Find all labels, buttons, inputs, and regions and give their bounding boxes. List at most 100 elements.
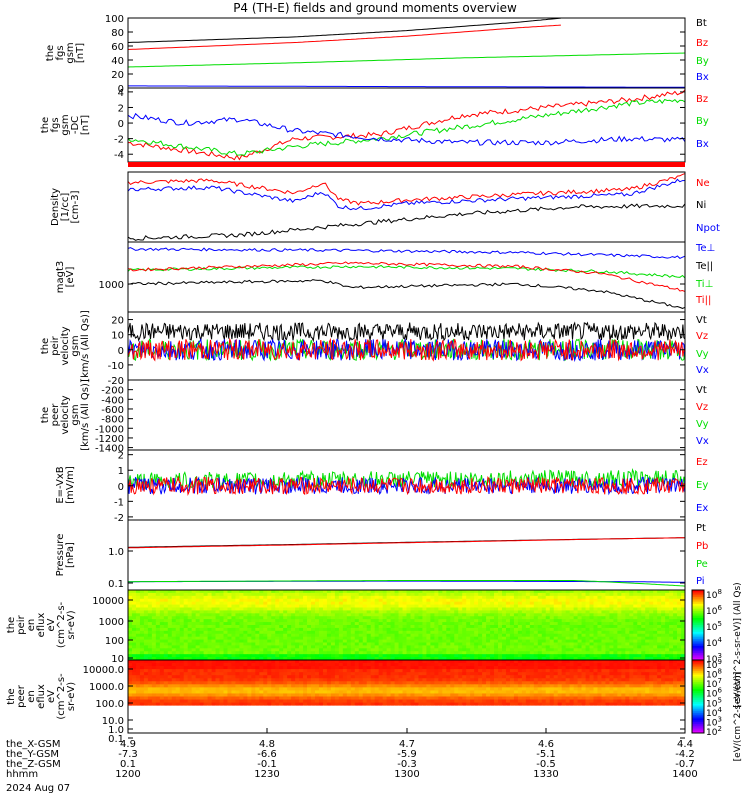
- heatmap-cell: [275, 681, 280, 685]
- heatmap-cell: [390, 663, 395, 667]
- heatmap-cell: [295, 627, 300, 632]
- heatmap-cell: [438, 616, 443, 620]
- heatmap-cell: [669, 601, 674, 605]
- heatmap-cell: [498, 672, 503, 676]
- heatmap-cell: [442, 595, 447, 600]
- heatmap-cell: [358, 666, 364, 670]
- heatmap-cell: [143, 645, 149, 649]
- heatmap-cell: [410, 663, 415, 667]
- heatmap-cell: [255, 648, 260, 652]
- heatmap-cell: [501, 613, 507, 617]
- heatmap-cell: [613, 645, 618, 649]
- heatmap-cell: [378, 616, 384, 620]
- heatmap-cell: [645, 604, 650, 608]
- heatmap-cell: [275, 675, 280, 679]
- heatmap-cell: [239, 657, 244, 661]
- heatmap-cell: [330, 622, 336, 626]
- heatmap-cell: [517, 651, 523, 655]
- heatmap-cell: [669, 625, 674, 629]
- heatmap-cell: [474, 619, 479, 623]
- heatmap-cell: [311, 625, 316, 629]
- heatmap-cell: [406, 654, 411, 658]
- heatmap-cell: [386, 625, 391, 629]
- heatmap-cell: [358, 651, 364, 655]
- heatmap-cell: [207, 648, 212, 652]
- heatmap-cell: [342, 636, 348, 640]
- heatmap-cell: [466, 607, 471, 611]
- heatmap-cell: [454, 648, 459, 652]
- heatmap-cell: [342, 672, 348, 676]
- heatmap-cell: [486, 627, 491, 632]
- heatmap-cell: [235, 636, 240, 640]
- heatmap-cell: [251, 636, 256, 640]
- heatmap-cell: [283, 625, 288, 629]
- heatmap-cell: [314, 666, 320, 670]
- heatmap-cell: [549, 678, 555, 682]
- series-By: [128, 98, 685, 156]
- heatmap-cell: [537, 619, 543, 623]
- heatmap-cell: [450, 648, 455, 652]
- heatmap-cell: [322, 684, 328, 688]
- heatmap-cell: [175, 625, 181, 629]
- heatmap-cell: [533, 666, 539, 670]
- heatmap-cell: [669, 616, 674, 620]
- heatmap-cell: [334, 669, 340, 673]
- heatmap-cell: [454, 657, 459, 661]
- heatmap-cell: [239, 590, 244, 594]
- heatmap-cell: [462, 636, 467, 640]
- heatmap-cell: [625, 657, 630, 661]
- heatmap-cell: [299, 654, 304, 658]
- heatmap-cell: [199, 622, 204, 626]
- heatmap-cell: [338, 663, 344, 667]
- heatmap-cell: [314, 604, 320, 608]
- heatmap-cell: [462, 616, 467, 620]
- heatmap-cell: [446, 660, 451, 664]
- heatmap-cell: [557, 627, 563, 632]
- heatmap-cell: [541, 660, 547, 664]
- heatmap-cell: [462, 654, 467, 658]
- heatmap-cell: [406, 636, 411, 640]
- heatmap-cell: [486, 595, 491, 600]
- heatmap-cell: [231, 595, 236, 600]
- heatmap-cell: [565, 663, 571, 667]
- heatmap-cell: [553, 610, 559, 614]
- heatmap-cell: [665, 622, 670, 626]
- heatmap-cell: [322, 633, 328, 638]
- heatmap-cell: [581, 675, 586, 679]
- heatmap-cell: [438, 639, 443, 643]
- heatmap-cell: [394, 595, 399, 600]
- heatmap-cell: [426, 663, 431, 667]
- heatmap-cell: [382, 616, 388, 620]
- heatmap-cell: [366, 627, 372, 632]
- heatmap-cell: [386, 610, 391, 614]
- heatmap-cell: [545, 654, 551, 658]
- heatmap-cell: [669, 595, 674, 600]
- heatmap-cell: [613, 622, 618, 626]
- heatmap-cell: [291, 598, 296, 603]
- heatmap-cell: [466, 633, 471, 638]
- heatmap-cell: [243, 654, 248, 658]
- heatmap-cell: [235, 592, 240, 597]
- heatmap-cell: [454, 610, 459, 614]
- heatmap-cell: [279, 592, 284, 597]
- heatmap-cell: [346, 604, 352, 608]
- heatmap-cell: [239, 607, 244, 611]
- heatmap-cell: [223, 642, 228, 646]
- heatmap-cell: [501, 669, 507, 673]
- heatmap-cell: [275, 619, 280, 623]
- colorbar-cell: [692, 628, 704, 631]
- heatmap-cell: [179, 639, 185, 643]
- heatmap-cell: [513, 642, 519, 646]
- heatmap-cell: [366, 590, 372, 594]
- heatmap-cell: [358, 639, 364, 643]
- heatmap-cell: [446, 675, 451, 679]
- heatmap-cell: [681, 642, 685, 646]
- heatmap-cell: [314, 687, 320, 691]
- heatmap-cell: [175, 627, 181, 632]
- heatmap-cell: [195, 636, 201, 640]
- heatmap-cell: [203, 675, 208, 679]
- heatmap-cell: [318, 622, 324, 626]
- heatmap-cell: [350, 625, 356, 629]
- colorbar-cell: [692, 618, 704, 621]
- heatmap-cell: [267, 636, 272, 640]
